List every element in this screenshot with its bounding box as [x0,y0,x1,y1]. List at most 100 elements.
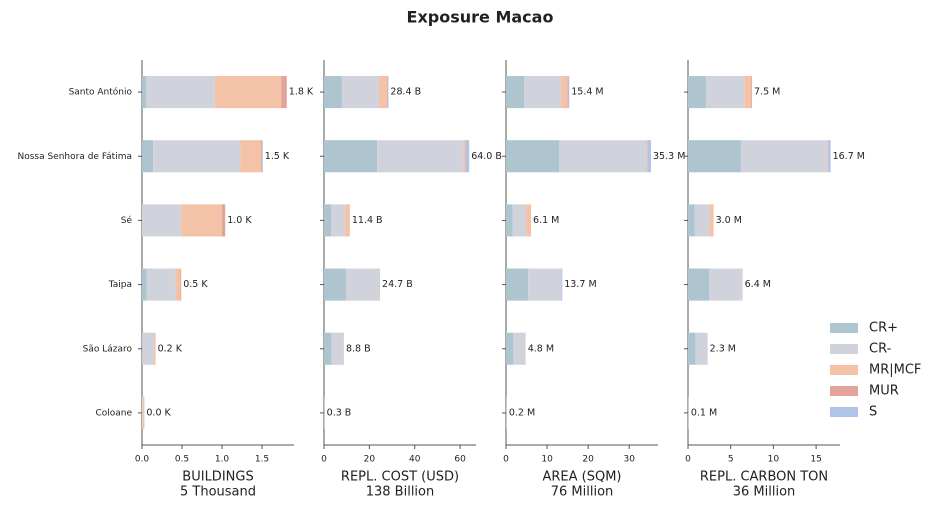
bar-segment [331,332,344,365]
x-tick-label: 0.0 [135,455,150,465]
bar-segment [568,76,570,109]
bar-segment [341,76,379,109]
x-axis-label: REPL. COST (USD) [341,470,459,485]
total-label: 11.4 B [352,215,383,226]
bar-segment [261,140,262,173]
legend-swatch [830,407,858,417]
bar-segment [506,140,559,173]
total-label: 64.0 B [471,151,502,162]
bar-segment [828,140,831,173]
x-tick-label: 30 [624,455,636,465]
x-axis-label: BUILDINGS [182,470,253,485]
total-label: 24.7 B [382,279,413,290]
bar-segment [331,204,346,237]
total-label: 15.4 M [571,87,603,98]
x-axis-label: AREA (SQM) [542,470,621,485]
bar-segment [142,268,147,301]
x-tick-label: 0 [503,455,509,465]
total-label: 0.5 K [183,279,208,290]
x-axis-label: 76 Million [551,485,614,500]
total-label: 28.4 B [390,87,421,98]
bar-segment [142,396,145,429]
total-label: 16.7 M [833,151,865,162]
total-label: 1.5 K [265,151,290,162]
x-tick-label: 0.5 [175,455,189,465]
total-label: 0.3 B [327,407,352,418]
bar-segment [324,76,342,109]
bar-segment [506,332,514,365]
bar-segment [694,204,710,237]
total-label: 6.1 M [533,215,559,226]
bar-segment [688,332,696,365]
bar-segment [695,332,708,365]
bar-segment [262,140,263,173]
figure-title: Exposure Macao [407,8,554,27]
bar-segment [688,268,710,301]
bar-segment [512,204,527,237]
bar-segment [524,76,562,109]
bar-segment [324,268,347,301]
bar-segment [751,76,753,109]
total-label: 6.4 M [745,279,771,290]
bar-segment [744,76,752,109]
bar-segment [222,204,226,237]
bar-segment [142,332,154,365]
bar-segment [558,140,647,173]
bar-segment [561,268,563,301]
x-axis-label: 36 Million [733,485,796,500]
total-label: 0.2 M [509,407,535,418]
bar-segment [688,140,741,173]
bar-segment [387,76,389,109]
x-tick-label: 20 [364,455,376,465]
x-axis-label: 5 Thousand [180,485,256,500]
x-tick-label: 1.5 [255,455,269,465]
bar-segment [386,76,388,109]
x-tick-label: 5 [728,455,734,465]
y-tick-label: Taipa [108,280,132,290]
y-tick-label: São Lázaro [83,344,133,354]
bar-segment [513,332,526,365]
bar-segment [463,140,466,173]
total-label: 8.8 B [346,343,371,354]
bar-segment [567,76,569,109]
bar-segment [345,204,350,237]
y-tick-label: Sé [121,215,133,226]
bar-segment [154,332,156,365]
legend-label: S [869,405,877,420]
bar-segment [324,140,378,173]
bar-segment [175,268,181,301]
bar-segment [646,140,648,173]
x-tick-label: 15 [810,455,821,465]
bar-segment [377,140,464,173]
bar-segment [709,268,743,301]
x-tick-label: 10 [541,455,553,465]
bar-segment [142,332,143,365]
legend-label: CR+ [869,321,898,336]
legend-swatch [830,344,858,354]
bar-segment [688,76,706,109]
bar-segment [506,76,525,109]
x-tick-label: 40 [409,455,421,465]
bar-segment [214,76,282,109]
bar-segment [324,204,332,237]
total-label: 4.8 M [528,343,554,354]
bar-segment [827,140,829,173]
total-label: 0.0 K [146,407,171,418]
bar-segment [378,76,387,109]
total-label: 2.3 M [710,343,736,354]
legend-swatch [830,365,858,375]
y-tick-label: Nossa Senhora de Fátima [17,152,132,162]
bar-segment [561,76,568,109]
x-tick-label: 0 [321,455,327,465]
legend-label: CR- [869,342,892,357]
total-label: 0.1 M [691,407,717,418]
y-tick-label: Coloane [95,408,132,418]
x-tick-label: 60 [454,455,466,465]
legend-swatch [830,323,858,333]
bar-segment [740,140,828,173]
bar-segment [240,140,262,173]
total-label: 0.2 K [158,343,183,354]
bar-segment [281,76,287,109]
bar-segment [146,76,215,109]
